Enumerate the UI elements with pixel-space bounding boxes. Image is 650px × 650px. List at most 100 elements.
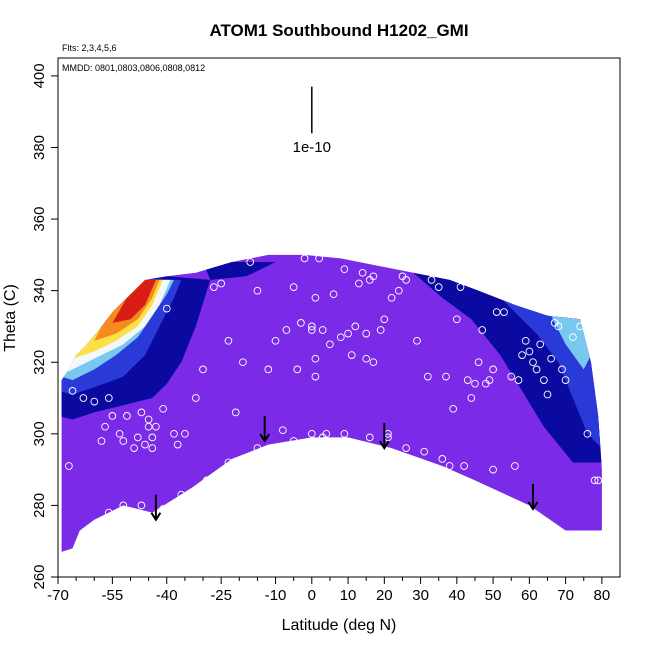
measurement-point xyxy=(101,422,109,431)
measurement-point xyxy=(162,304,171,313)
x-tick-label: 10 xyxy=(340,587,357,604)
measurement-point xyxy=(471,379,479,388)
measurement-point xyxy=(532,365,541,374)
measurement-point xyxy=(536,340,545,349)
measurement-point xyxy=(115,429,124,438)
measurement-point xyxy=(318,326,327,334)
measurement-point xyxy=(123,412,131,420)
y-tick-label: 340 xyxy=(31,278,48,303)
measurement-point xyxy=(264,365,273,374)
measurement-point xyxy=(119,437,128,445)
measurement-point xyxy=(474,358,483,367)
measurement-point xyxy=(355,279,363,288)
measurement-point xyxy=(434,283,443,291)
arrow-marker xyxy=(150,494,162,522)
measurement-point xyxy=(478,326,487,334)
y-tick-label: 260 xyxy=(31,564,48,589)
measurement-point xyxy=(456,283,465,291)
measurement-point xyxy=(583,429,592,438)
measurement-point xyxy=(141,440,149,449)
measurement-point xyxy=(489,365,497,374)
measurement-point xyxy=(239,358,247,367)
measurement-point xyxy=(460,462,468,470)
measurement-point xyxy=(554,322,563,331)
x-tick-label: -25 xyxy=(210,587,232,604)
measurement-point xyxy=(507,372,516,381)
measurement-point xyxy=(159,505,167,513)
measurement-point xyxy=(311,372,320,381)
region-dark xyxy=(203,262,276,280)
x-tick-label: 60 xyxy=(521,587,538,604)
measurement-point xyxy=(282,326,291,334)
measurement-point xyxy=(376,326,385,334)
measurement-point xyxy=(402,444,410,452)
measurement-point xyxy=(224,336,233,345)
measurement-point xyxy=(362,329,371,338)
measurement-point xyxy=(326,340,334,349)
measurement-point xyxy=(514,376,523,384)
y-tick-label: 280 xyxy=(31,493,48,518)
measurement-point xyxy=(304,243,313,252)
measurement-point xyxy=(253,444,262,452)
flights-label: Flts: 2,3,4,5,6 xyxy=(62,43,117,53)
measurement-point xyxy=(289,437,298,445)
measurement-point xyxy=(344,329,352,338)
measurement-point xyxy=(307,322,316,331)
measurement-point xyxy=(217,279,226,288)
measurement-point xyxy=(199,365,207,374)
measurement-point xyxy=(311,293,320,302)
measurement-point xyxy=(300,254,309,263)
measurement-point xyxy=(148,444,157,452)
measurement-point xyxy=(79,394,88,402)
measurement-point xyxy=(336,333,345,342)
measurement-point xyxy=(210,283,218,291)
measurement-point xyxy=(576,322,584,331)
measurement-point xyxy=(369,272,378,281)
measurement-point xyxy=(278,426,287,435)
measurement-point xyxy=(65,462,73,470)
measurement-point xyxy=(347,351,356,359)
scale-bar-label: 1e-10 xyxy=(293,139,331,156)
scale-bar: 1e-10 xyxy=(293,86,331,156)
measurement-point xyxy=(137,501,146,510)
measurement-point xyxy=(427,276,436,284)
data-domain xyxy=(61,254,602,552)
measurement-point xyxy=(380,315,389,324)
measurement-point xyxy=(521,336,530,345)
measurement-point xyxy=(307,326,316,334)
x-tick-label: -70 xyxy=(47,587,69,604)
plot-area: 1e-10 MMDD: 0801,0803,0806,0808,0812 xyxy=(57,57,621,578)
x-tick-label: 40 xyxy=(448,587,465,604)
y-tick-label: 380 xyxy=(31,135,48,160)
measurement-point xyxy=(467,394,476,402)
measurement-point xyxy=(442,372,450,381)
measurement-point xyxy=(452,315,461,324)
dates-annotation: MMDD: 0801,0803,0806,0808,0812 xyxy=(62,63,205,73)
measurement-point xyxy=(271,336,280,345)
y-tick-label: 320 xyxy=(31,350,48,375)
y-axis-label: Theta (C) xyxy=(2,284,19,352)
measurement-point xyxy=(423,372,432,381)
measurement-point xyxy=(358,268,367,277)
measurement-point xyxy=(159,404,167,413)
measurement-point xyxy=(561,376,570,384)
measurement-point xyxy=(202,476,211,485)
arrows xyxy=(150,415,539,522)
measurement-point xyxy=(413,336,421,345)
measurement-point xyxy=(297,319,305,327)
measurement-point xyxy=(598,530,606,538)
measurement-point xyxy=(402,276,410,284)
plot-frame xyxy=(57,57,621,578)
measurement-point xyxy=(315,254,323,263)
x-axis: -70 -55 -40 -25 -10 0 10 20 30 40 50 60 70 80 xyxy=(47,577,610,604)
measurement-point xyxy=(170,429,178,438)
measurement-point xyxy=(518,351,526,359)
arrow-marker xyxy=(259,415,271,443)
x-axis-label: Latitude (deg N) xyxy=(282,617,397,634)
y-tick-label: 400 xyxy=(31,63,48,88)
measurement-point xyxy=(104,394,113,402)
x-tick-label: 0 xyxy=(308,587,316,604)
x-tick-label: -40 xyxy=(156,587,178,604)
domain-fill xyxy=(61,254,602,552)
